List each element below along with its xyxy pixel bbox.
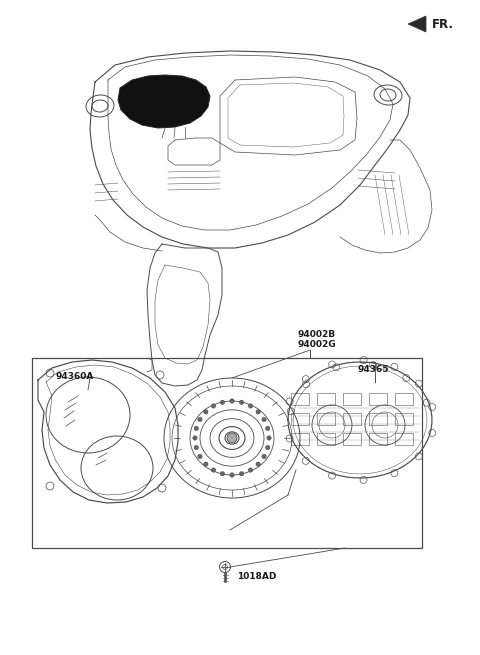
Circle shape [198,455,202,458]
Circle shape [262,417,266,422]
Text: 94360A: 94360A [55,372,94,381]
Text: 94002G: 94002G [297,340,336,349]
Circle shape [240,400,244,404]
Circle shape [194,445,198,450]
Text: 94365: 94365 [358,365,389,374]
Text: FR.: FR. [432,18,454,31]
Bar [369,433,387,445]
Circle shape [256,409,260,414]
Polygon shape [408,16,426,32]
Polygon shape [118,75,210,128]
Circle shape [198,417,202,422]
Circle shape [267,436,271,440]
Circle shape [227,433,237,443]
Circle shape [248,468,252,472]
Bar [395,433,413,445]
Circle shape [220,472,225,476]
Circle shape [230,473,234,477]
Text: 1018AD: 1018AD [237,572,276,581]
Circle shape [193,436,197,440]
Circle shape [265,445,270,450]
Circle shape [230,399,234,403]
Circle shape [240,472,244,476]
Bar [291,393,309,405]
Bar [343,393,361,405]
Circle shape [248,403,252,408]
Circle shape [220,400,225,404]
Circle shape [262,455,266,458]
Bar [291,413,309,425]
Bar [395,413,413,425]
Circle shape [204,462,208,466]
Bar [32,358,422,548]
Circle shape [211,403,216,408]
Bar [291,433,309,445]
Circle shape [256,462,260,466]
Bar [369,393,387,405]
Circle shape [204,409,208,414]
Bar [317,413,335,425]
Circle shape [265,426,270,430]
Bar [343,413,361,425]
Bar [317,393,335,405]
Circle shape [194,426,198,430]
Bar [343,433,361,445]
Bar [317,433,335,445]
Bar [369,413,387,425]
Bar [395,393,413,405]
Text: 94002B: 94002B [297,330,335,339]
Circle shape [211,468,216,472]
